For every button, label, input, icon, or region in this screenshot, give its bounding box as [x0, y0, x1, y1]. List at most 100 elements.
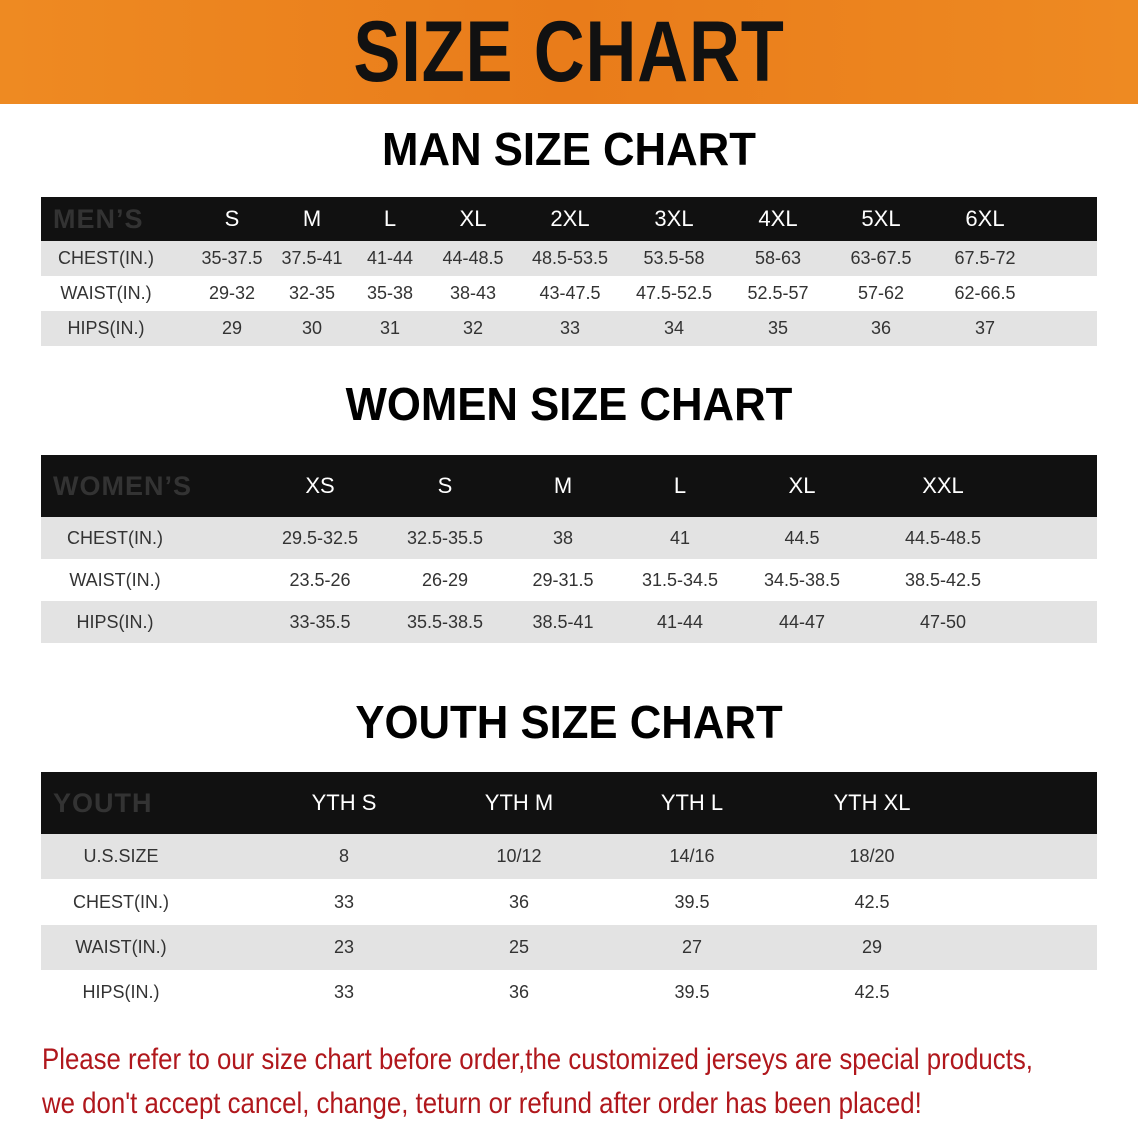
table-cell: 18/20: [849, 846, 895, 866]
table-cell: 38: [552, 527, 574, 548]
table-cell: 35: [767, 318, 789, 338]
table-cell: 34: [663, 318, 685, 338]
size-header-cell: 4XL: [758, 206, 798, 231]
table-cell: 39.5: [674, 891, 710, 912]
size-header-cell: 6XL: [965, 206, 1005, 231]
table-title-cell: YOUTH: [53, 787, 153, 818]
table-cell: 33: [559, 318, 581, 338]
row-label: CHEST(IN.): [67, 527, 163, 548]
table-cell: 29.5-32.5: [281, 527, 359, 548]
size-header-cell: YTH S: [311, 790, 377, 815]
table-cell: 33-35.5: [289, 611, 351, 632]
table-cell: 63-67.5: [850, 248, 912, 268]
table-cell: 34.5-38.5: [763, 569, 841, 590]
women-section-title: WOMEN SIZE CHART: [345, 378, 793, 430]
men-size-table: MEN’S S M L XL 2XL 3XL 4XL 5XL 6XL CHEST(IN.) 35-37…: [41, 197, 1097, 346]
table-header-row: YOUTH YTH S YTH M YTH L YTH XL: [41, 772, 1097, 834]
row-label: WAIST(IN.): [60, 283, 152, 303]
row-label: CHEST(IN.): [58, 248, 154, 268]
table-cell: 38-43: [449, 283, 497, 303]
table-cell: 10/12: [496, 846, 542, 866]
table-row: U.S.SIZE 8 10/12 14/16 18/20: [41, 834, 1097, 879]
size-header-cell: YTH L: [660, 790, 724, 815]
table-cell: 67.5-72: [954, 248, 1016, 268]
size-header-cell: 5XL: [861, 206, 901, 231]
size-header-cell: XXL: [922, 473, 964, 498]
table-cell: 8: [338, 846, 350, 866]
size-header-cell: YTH M: [484, 790, 554, 815]
table-cell: 37: [974, 318, 996, 338]
table-row: HIPS(IN.) 33-35.5 35.5-38.5 38.5-41 41-44 44-…: [41, 601, 1097, 643]
table-cell: 47.5-52.5: [635, 283, 713, 303]
youth-section-title: YOUTH SIZE CHART: [355, 696, 783, 748]
table-row: WAIST(IN.) 23 25 27 29: [41, 925, 1097, 970]
size-header-cell: XL: [788, 473, 816, 498]
table-cell: 35-37.5: [201, 248, 263, 268]
size-header-cell: XL: [459, 206, 487, 231]
table-row: WAIST(IN.) 23.5-26 26-29 29-31.5 31.5-34.5 34…: [41, 559, 1097, 601]
table-cell: 39.5: [674, 982, 710, 1002]
size-header-cell: YTH XL: [833, 790, 911, 815]
table-cell: 42.5: [854, 891, 890, 912]
table-cell: 41-44: [656, 611, 704, 632]
table-cell: 58-63: [754, 248, 802, 268]
size-header-cell: L: [673, 473, 687, 498]
table-cell: 42.5: [854, 982, 890, 1002]
table-cell: 44.5-48.5: [904, 527, 982, 548]
table-title-cell: MEN’S: [53, 203, 144, 234]
table-row: WAIST(IN.) 29-32 32-35 35-38 38-43 43-47.5 47.…: [41, 276, 1097, 311]
table-row: CHEST(IN.) 33 36 39.5 42.5: [41, 879, 1097, 925]
table-cell: 32-35: [288, 283, 336, 303]
row-label: WAIST(IN.): [69, 569, 161, 590]
table-cell: 33: [333, 891, 355, 912]
table-header-row: MEN’S S M L XL 2XL 3XL 4XL 5XL 6XL: [41, 197, 1097, 241]
table-cell: 14/16: [669, 846, 715, 866]
size-header-cell: S: [224, 206, 240, 231]
table-cell: 32.5-35.5: [406, 527, 484, 548]
table-cell: 32: [462, 318, 484, 338]
row-label: HIPS(IN.): [67, 318, 145, 338]
table-cell: 36: [870, 318, 892, 338]
table-cell: 62-66.5: [954, 283, 1016, 303]
table-cell: 29: [861, 937, 883, 957]
size-header-cell: M: [302, 206, 322, 231]
table-cell: 30: [301, 318, 323, 338]
table-cell: 57-62: [857, 283, 905, 303]
notice-line: Please refer to our size chart before or…: [42, 1043, 1033, 1076]
row-label: CHEST(IN.): [73, 891, 169, 912]
table-cell: 44-48.5: [442, 248, 504, 268]
table-cell: 25: [508, 937, 530, 957]
table-cell: 43-47.5: [539, 283, 601, 303]
row-label: HIPS(IN.): [82, 982, 160, 1002]
size-header-cell: 2XL: [550, 206, 590, 231]
table-cell: 52.5-57: [747, 283, 809, 303]
table-header-row: WOMEN’S XS S M L XL XXL: [41, 455, 1097, 517]
table-cell: 44-47: [778, 611, 826, 632]
size-header-cell: M: [553, 473, 573, 498]
table-cell: 26-29: [421, 569, 469, 590]
table-row: HIPS(IN.) 33 36 39.5 42.5: [41, 970, 1097, 1015]
table-row: CHEST(IN.) 29.5-32.5 32.5-35.5 38 41 44.5 44.5…: [41, 517, 1097, 559]
table-cell: 35.5-38.5: [406, 611, 484, 632]
notice-line: we don't accept cancel, change, teturn o…: [42, 1087, 922, 1120]
title-banner: SIZE CHART: [0, 0, 1138, 104]
youth-size-table: YOUTH YTH S YTH M YTH L YTH XL U.S.SIZE 8 10/12…: [41, 772, 1097, 1015]
table-cell: 29-32: [208, 283, 256, 303]
table-cell: 31.5-34.5: [641, 569, 719, 590]
table-cell: 38.5-42.5: [904, 569, 982, 590]
table-title-cell: WOMEN’S: [53, 470, 192, 501]
table-cell: 35-38: [366, 283, 414, 303]
row-label: WAIST(IN.): [75, 937, 167, 957]
row-label: HIPS(IN.): [76, 611, 154, 632]
table-cell: 47-50: [919, 611, 967, 632]
table-cell: 48.5-53.5: [531, 248, 609, 268]
table-row: HIPS(IN.) 29 30 31 32 33 34 35 36 37: [41, 311, 1097, 346]
page-title: SIZE CHART: [353, 3, 785, 100]
table-cell: 36: [508, 982, 530, 1002]
women-size-table: WOMEN’S XS S M L XL XXL CHEST(IN.) 29.5-32.5 32.5…: [41, 455, 1097, 643]
table-cell: 29-31.5: [532, 569, 594, 590]
table-cell: 38.5-41: [532, 611, 594, 632]
table-cell: 23.5-26: [289, 569, 351, 590]
table-cell: 41-44: [366, 248, 414, 268]
order-notice: Please refer to our size chart before or…: [42, 1038, 1033, 1126]
